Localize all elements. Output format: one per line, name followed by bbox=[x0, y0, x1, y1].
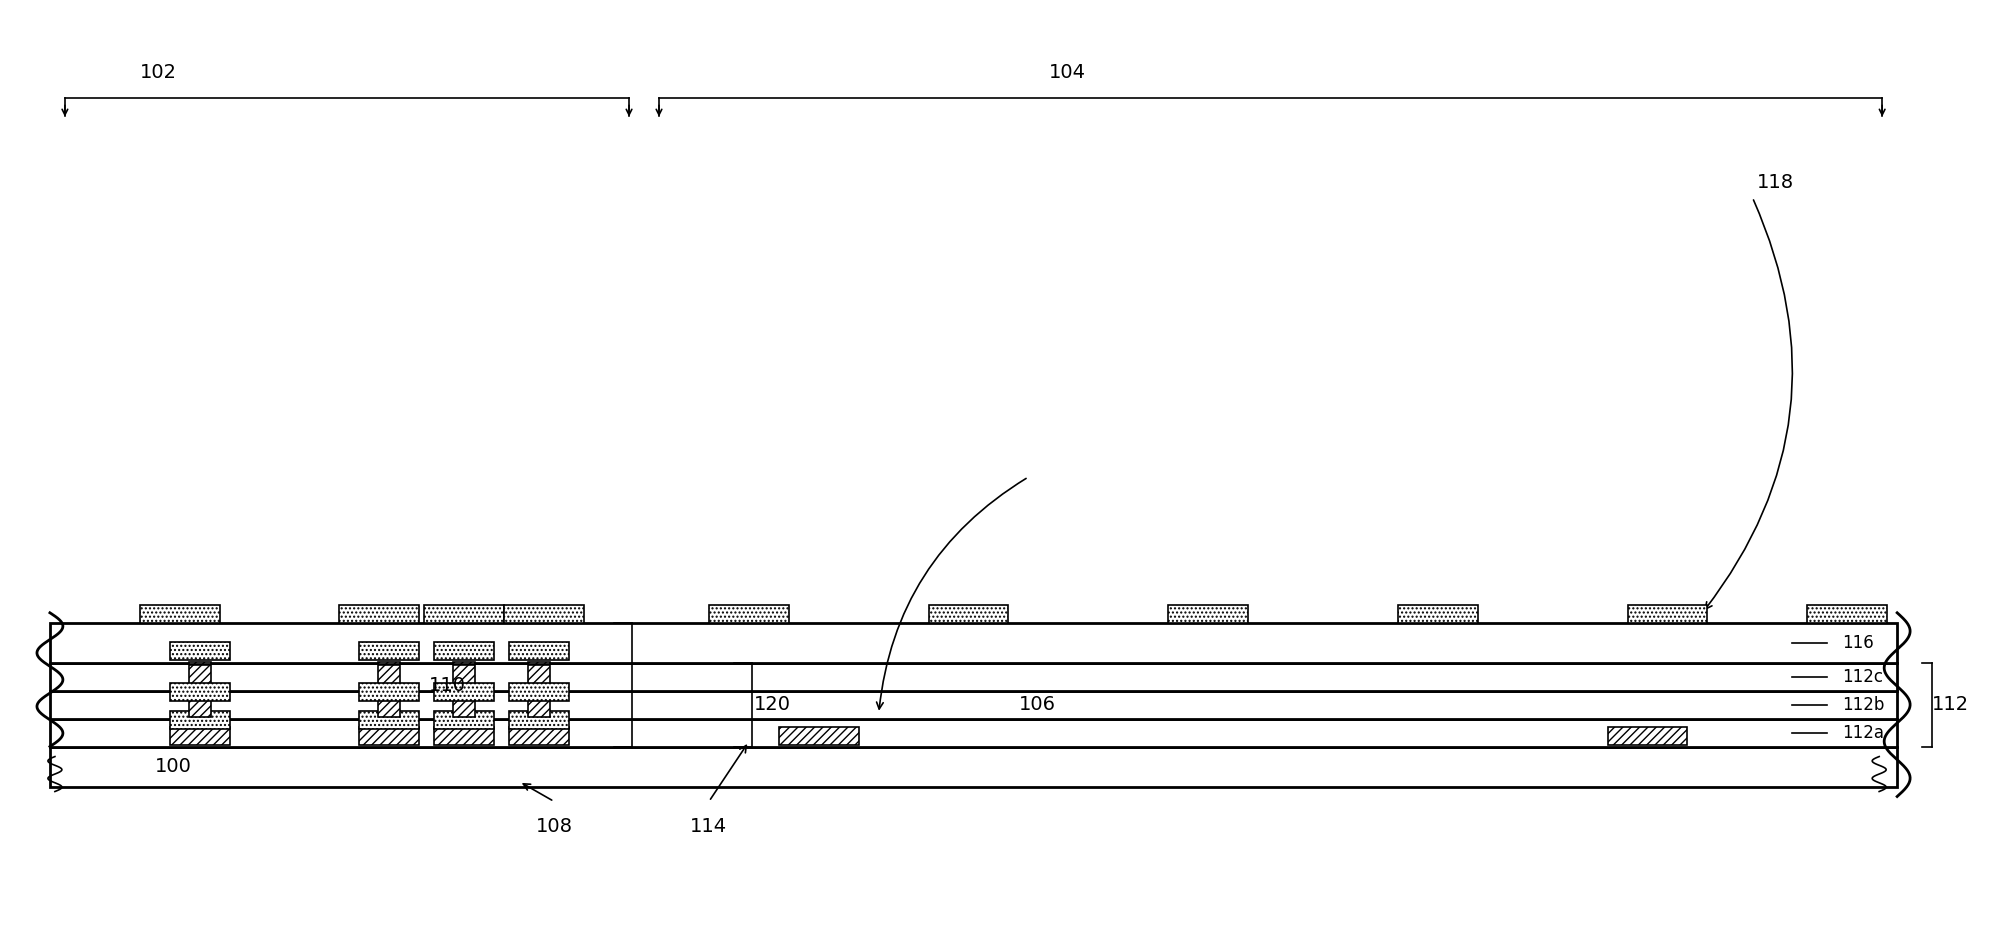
Bar bbox=[527, 662, 549, 664]
Bar bbox=[50, 719, 1897, 747]
Text: 112: 112 bbox=[1933, 695, 1969, 714]
Bar bbox=[379, 717, 399, 726]
Text: 104: 104 bbox=[1048, 63, 1086, 82]
Text: 110: 110 bbox=[429, 677, 467, 695]
Bar bbox=[50, 623, 1897, 663]
Bar bbox=[1398, 605, 1478, 623]
Bar bbox=[435, 682, 495, 701]
Bar bbox=[509, 710, 569, 729]
Bar bbox=[379, 665, 399, 717]
Bar bbox=[188, 665, 210, 717]
Bar bbox=[509, 682, 569, 701]
Bar bbox=[359, 642, 419, 660]
Bar bbox=[170, 727, 230, 745]
Bar bbox=[1628, 605, 1707, 623]
Bar bbox=[379, 662, 399, 664]
Bar bbox=[1168, 605, 1248, 623]
Bar bbox=[188, 662, 210, 664]
Bar bbox=[50, 663, 1897, 691]
Bar bbox=[453, 717, 475, 726]
Bar bbox=[435, 727, 495, 745]
Bar bbox=[170, 642, 230, 660]
Bar bbox=[188, 717, 210, 726]
Text: 112b: 112b bbox=[1841, 695, 1885, 714]
Bar bbox=[1608, 727, 1687, 745]
Text: 100: 100 bbox=[156, 757, 192, 776]
Text: 102: 102 bbox=[140, 63, 178, 82]
Bar bbox=[50, 747, 1897, 787]
Bar bbox=[509, 727, 569, 745]
Bar bbox=[929, 605, 1008, 623]
Bar bbox=[527, 717, 549, 726]
Bar bbox=[423, 605, 503, 623]
Text: 118: 118 bbox=[1757, 173, 1795, 192]
Bar bbox=[359, 727, 419, 745]
Text: 112a: 112a bbox=[1841, 723, 1885, 742]
Bar bbox=[435, 642, 495, 660]
Text: 112c: 112c bbox=[1841, 667, 1883, 686]
Text: 108: 108 bbox=[535, 817, 573, 836]
Bar bbox=[779, 727, 859, 745]
Bar bbox=[140, 605, 220, 623]
Bar bbox=[50, 691, 1897, 719]
Bar bbox=[435, 710, 495, 729]
Text: 120: 120 bbox=[755, 695, 791, 714]
Bar bbox=[1807, 605, 1887, 623]
Bar bbox=[509, 642, 569, 660]
Bar bbox=[359, 710, 419, 729]
Bar bbox=[170, 682, 230, 701]
Bar bbox=[503, 605, 583, 623]
Text: 116: 116 bbox=[1841, 634, 1873, 651]
Bar bbox=[339, 605, 419, 623]
Bar bbox=[453, 665, 475, 717]
Bar bbox=[170, 710, 230, 729]
Bar bbox=[359, 682, 419, 701]
Text: 106: 106 bbox=[1018, 695, 1056, 714]
Text: 114: 114 bbox=[691, 817, 727, 836]
Bar bbox=[453, 662, 475, 664]
Bar bbox=[527, 665, 549, 717]
Bar bbox=[709, 605, 789, 623]
